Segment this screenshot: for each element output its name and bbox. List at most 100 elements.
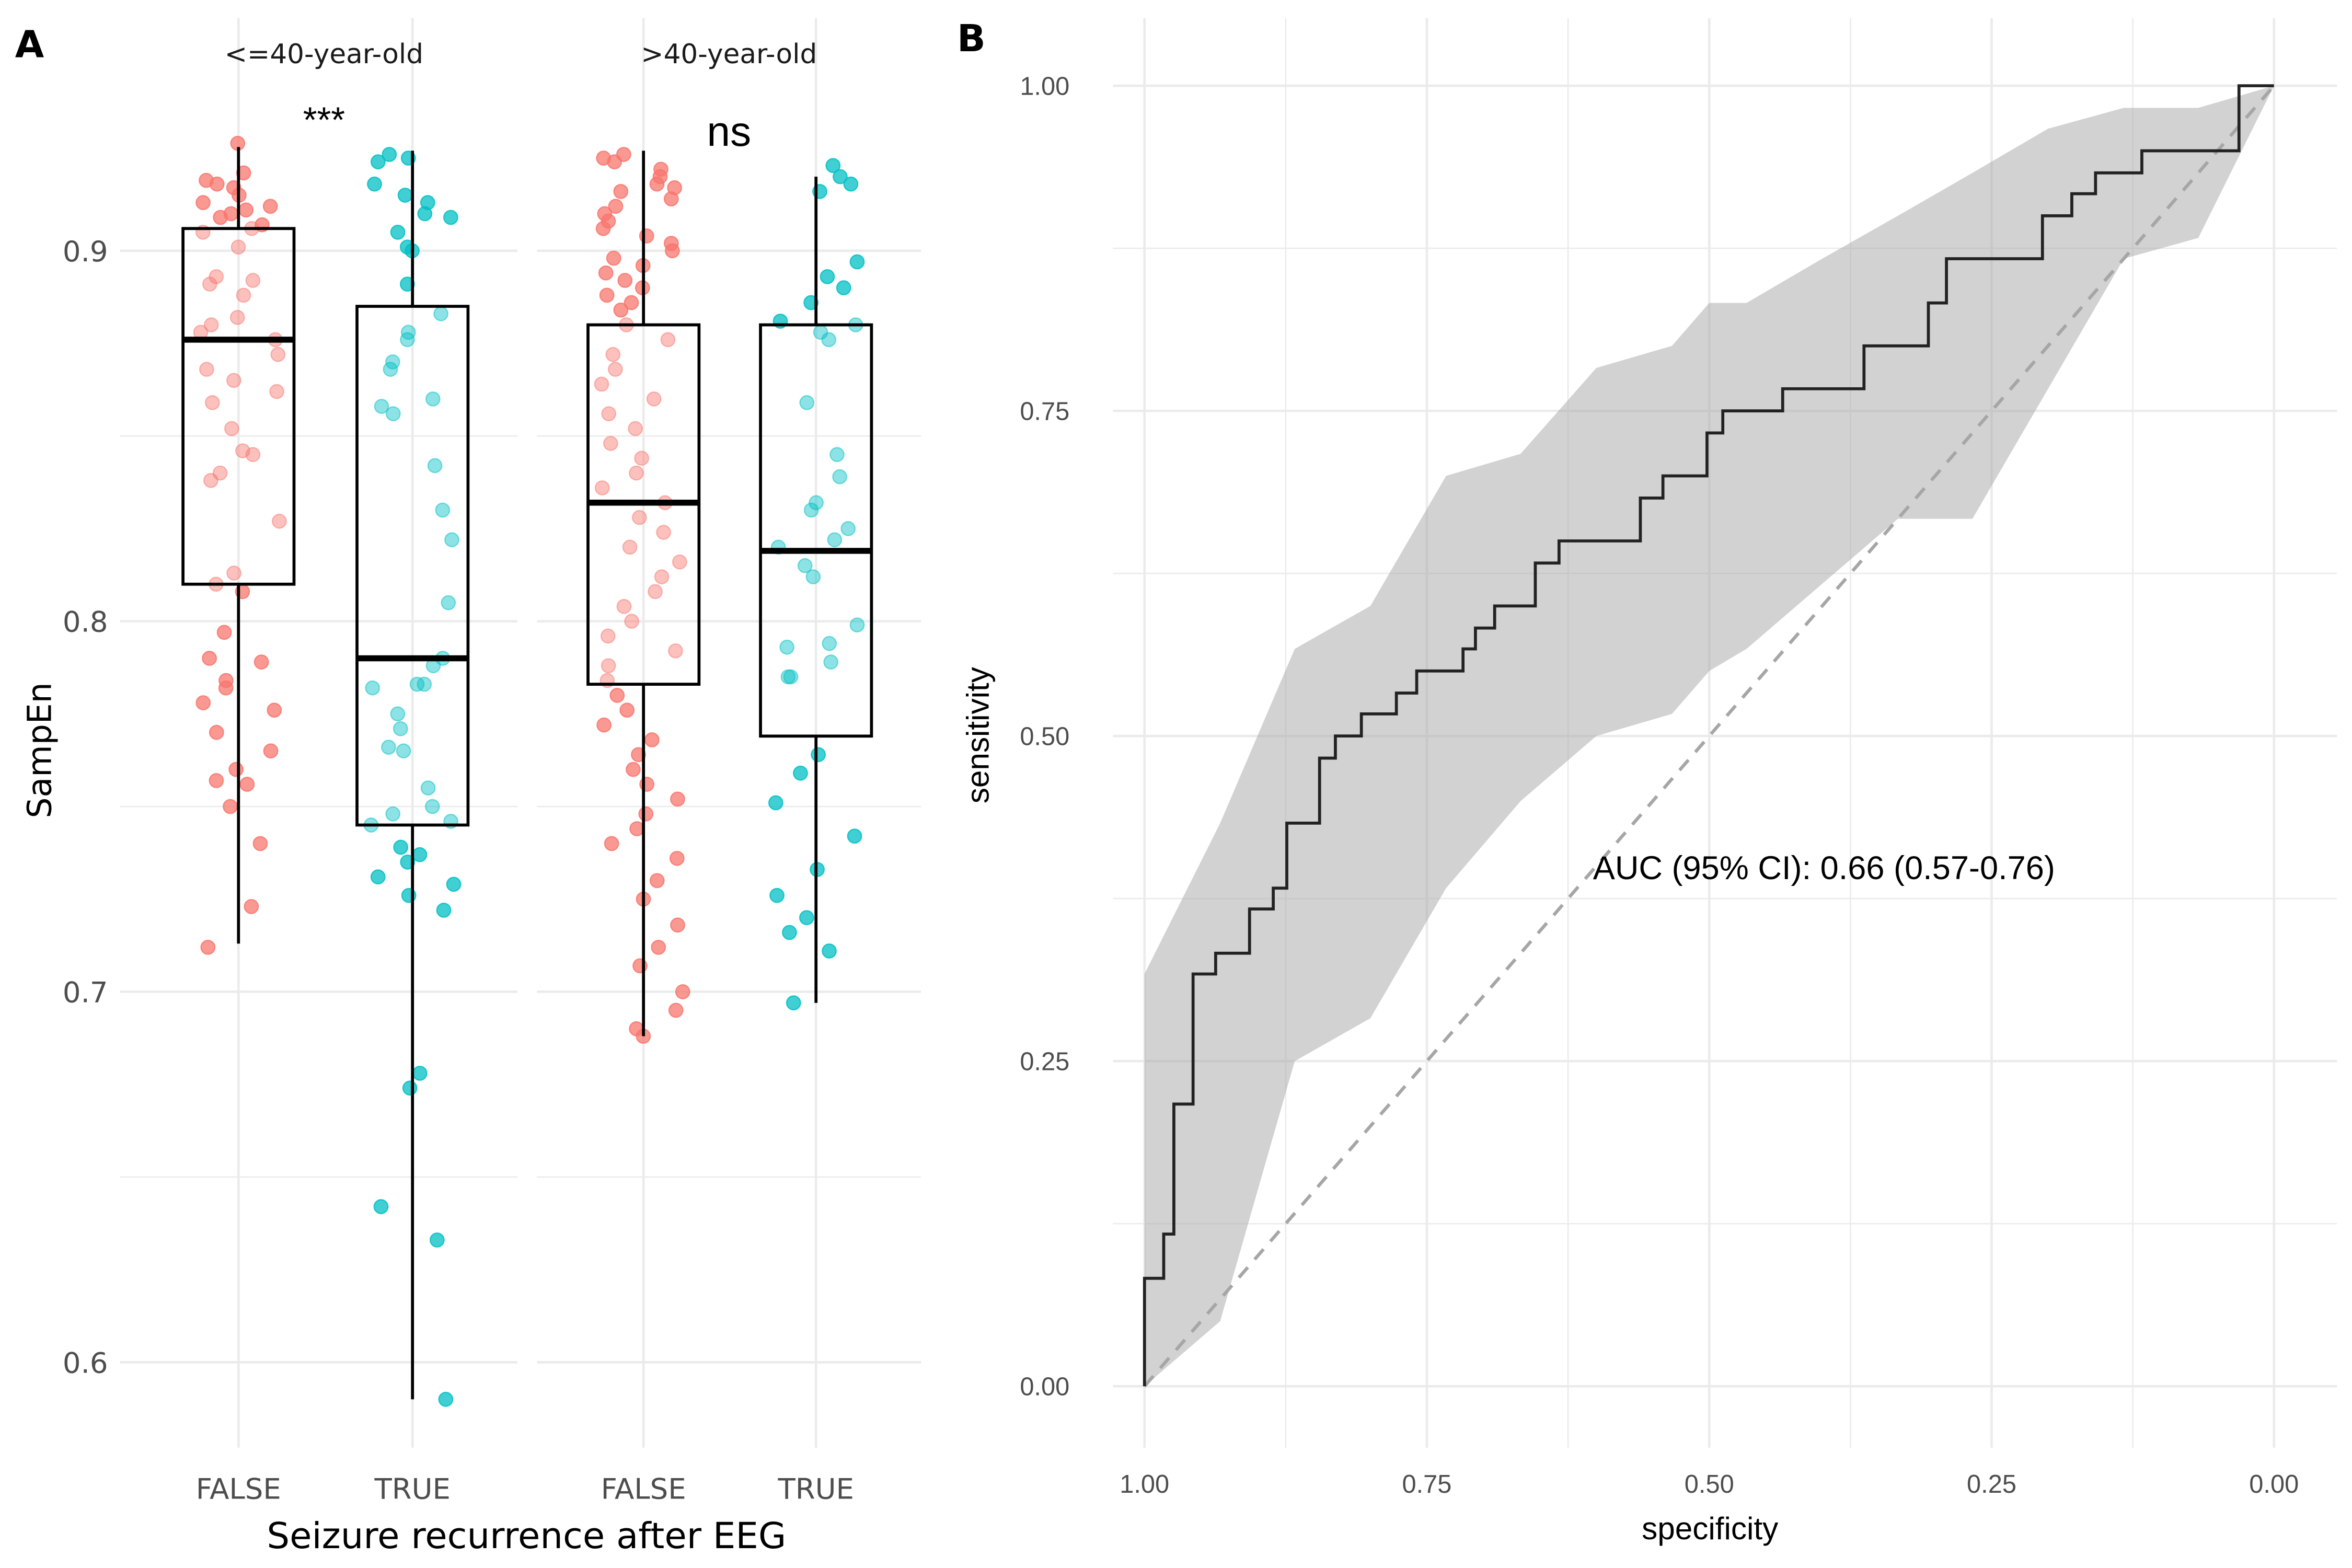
data-point [779, 639, 794, 655]
data-point [425, 391, 441, 407]
data-point [209, 176, 225, 192]
y-tick-label: 1.00 [1020, 72, 1069, 100]
data-point [628, 421, 643, 436]
data-point [200, 940, 216, 955]
data-point [601, 406, 617, 422]
data-point [253, 654, 269, 670]
data-point [425, 799, 440, 814]
panel-b: B AUC (95% CI): 0.66 (0.57-0.76) 0.00 0.2… [957, 16, 2337, 1546]
data-point [821, 332, 837, 348]
x-axis-title-a: Seizure recurrence after EEG [267, 1515, 786, 1557]
data-point [832, 469, 847, 485]
roc-curve [1143, 84, 2274, 1387]
x-tick-label: FALSE [601, 1472, 686, 1506]
data-point [822, 943, 837, 959]
data-point [417, 206, 433, 222]
data-point [226, 566, 241, 581]
data-point [769, 887, 785, 903]
data-point [632, 510, 647, 525]
x-tick-label: FALSE [196, 1472, 281, 1506]
y-tick-label: 0.9 [63, 235, 108, 268]
data-point [595, 221, 611, 236]
data-point [668, 643, 683, 659]
data-point [438, 1391, 454, 1407]
data-point [629, 465, 644, 481]
data-point [849, 254, 865, 270]
boxplots [181, 147, 873, 1400]
data-point [624, 614, 639, 629]
data-point [836, 280, 851, 295]
data-point [668, 1002, 684, 1018]
data-point [400, 276, 415, 292]
data-point [601, 658, 616, 674]
data-point [236, 165, 251, 181]
data-point [263, 743, 279, 759]
x-tick-label: 0.75 [1402, 1470, 1452, 1498]
auc-annotation: AUC (95% CI): 0.66 (0.57-0.76) [1593, 850, 2055, 886]
data-point [820, 269, 835, 284]
y-axis-title-a: SampEn [20, 682, 59, 818]
y-tick-label: 0.7 [63, 976, 108, 1009]
data-point [782, 925, 797, 940]
data-point [213, 210, 228, 225]
data-point [594, 376, 609, 392]
data-point [829, 447, 845, 462]
facet-label-young: <=40-year-old [225, 39, 423, 70]
data-point [244, 899, 259, 914]
data-point [656, 525, 671, 540]
data-point [649, 176, 665, 192]
data-point [629, 821, 644, 836]
data-point [604, 836, 619, 851]
y-tick-label: 0.25 [1020, 1047, 1069, 1076]
data-point [230, 239, 246, 255]
data-point [843, 176, 859, 192]
data-point [663, 191, 679, 206]
data-point [609, 688, 625, 703]
significance-old: ns [707, 108, 751, 155]
data-point [367, 176, 382, 192]
data-point [596, 717, 612, 733]
significance-labels: *** ns [303, 100, 752, 155]
data-point [444, 532, 459, 548]
significance-young: *** [303, 100, 345, 140]
data-point [412, 847, 428, 862]
data-point [385, 806, 401, 822]
data-point [382, 147, 397, 162]
data-point [393, 839, 409, 855]
data-point [624, 295, 639, 310]
data-point [365, 680, 381, 696]
data-point [429, 1232, 445, 1248]
data-point [825, 158, 841, 174]
data-point [799, 910, 814, 926]
box [181, 227, 296, 586]
data-point [202, 651, 217, 666]
data-point [639, 228, 654, 244]
data-point [195, 695, 211, 710]
x-tick-label: 0.50 [1685, 1470, 1734, 1498]
data-point [675, 984, 690, 999]
data-point [420, 780, 436, 795]
data-point [446, 877, 462, 892]
data-point [209, 773, 224, 788]
data-point [849, 617, 865, 633]
data-point [443, 210, 458, 225]
data-point [252, 836, 268, 851]
data-point [840, 521, 856, 536]
data-point [272, 513, 287, 529]
data-point [224, 421, 239, 436]
data-point [599, 287, 615, 303]
data-point [223, 799, 238, 814]
data-point [374, 399, 389, 414]
data-point [238, 202, 254, 218]
data-point [833, 169, 848, 185]
data-point [269, 384, 284, 399]
data-point [270, 347, 286, 362]
data-point [646, 391, 662, 407]
x-tick-label: TRUE [777, 1472, 854, 1506]
data-point [619, 702, 635, 718]
data-point [644, 732, 660, 747]
data-point [603, 436, 618, 451]
data-point [209, 724, 224, 740]
data-point [373, 1199, 389, 1214]
